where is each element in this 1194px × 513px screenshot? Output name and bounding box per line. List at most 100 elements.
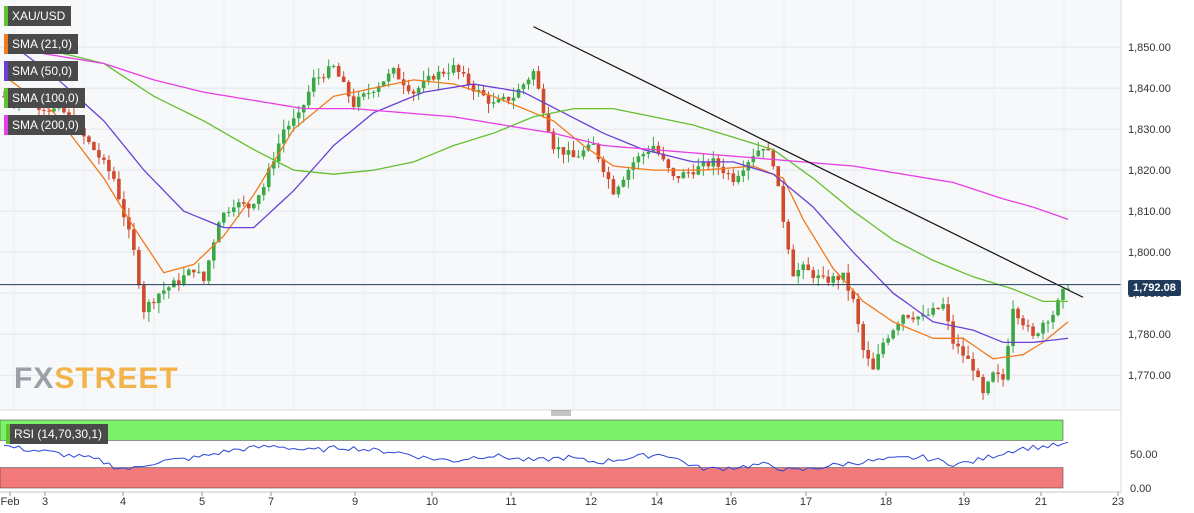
trendline[interactable]	[533, 26, 1084, 298]
price-tick-label: 1,810.00	[1128, 206, 1171, 218]
candle-body	[861, 324, 865, 351]
time-tick-label: 16	[725, 496, 737, 508]
candle-body	[646, 151, 651, 155]
candle-body	[546, 113, 551, 132]
candle-body	[626, 169, 631, 180]
candle-body	[221, 212, 226, 223]
candle-body	[561, 147, 566, 155]
candle-body	[1066, 288, 1070, 290]
candle-body	[1061, 288, 1065, 301]
candle-body	[671, 168, 676, 177]
panel-resize-handle[interactable]	[551, 410, 571, 416]
candle-body	[266, 168, 271, 188]
rsi-tick-label: 50.00	[1130, 449, 1158, 461]
current-price-tag: 1,792.08	[1128, 280, 1181, 296]
candle-body	[831, 276, 836, 283]
candle-body	[871, 358, 875, 370]
rsi-label[interactable]: RSI (14,70,30,1)	[6, 424, 109, 444]
candle-body	[391, 68, 396, 74]
candle-body	[117, 178, 121, 200]
candle-body	[931, 307, 935, 315]
candle-body	[147, 301, 151, 313]
price-tick-label: 1,820.00	[1128, 165, 1171, 177]
moving-averages	[3, 38, 1069, 360]
candle-body	[426, 75, 431, 81]
sma-200-swatch	[4, 115, 8, 135]
candle-body	[97, 150, 101, 158]
candle-body	[516, 89, 521, 98]
candle-body	[47, 110, 51, 112]
candle-body	[846, 272, 851, 291]
candle-body	[891, 330, 895, 339]
candle-body	[821, 275, 826, 277]
candle-body	[1041, 322, 1045, 334]
candle-body	[271, 161, 276, 169]
sma-line-200	[3, 46, 1069, 221]
time-axis: Feb 3 4 5 7 9 10 11 12 14 16 17 18 19 21 23	[1, 492, 1124, 508]
candle-body	[431, 75, 436, 80]
candle-body	[636, 156, 641, 163]
candle-body	[281, 129, 286, 144]
legend-sma-200[interactable]: SMA (200,0)	[4, 115, 85, 135]
candle-body	[436, 71, 441, 80]
candle-body	[851, 290, 856, 300]
sma-21-label: SMA (21,0)	[12, 37, 73, 51]
candle-body	[1021, 318, 1025, 326]
candle-body	[202, 271, 206, 281]
time-tick-label: 7	[268, 496, 274, 508]
candle-body	[87, 136, 91, 143]
rsi-oversold-zone	[0, 467, 1064, 489]
candle-body	[741, 170, 746, 176]
candle-body	[806, 264, 811, 271]
candle-body	[162, 290, 166, 294]
candle-body	[1011, 308, 1015, 347]
candle-body	[486, 95, 491, 104]
candle-body	[786, 221, 791, 250]
time-tick-label: 14	[651, 496, 663, 508]
candle-body	[291, 118, 296, 126]
candle-body	[1006, 346, 1010, 380]
candle-body	[321, 77, 326, 79]
candle-body	[1016, 308, 1020, 319]
candle-body	[606, 172, 611, 180]
candle-body	[461, 71, 466, 74]
candle-body	[921, 314, 925, 317]
candle-body	[756, 150, 761, 157]
candle-body	[92, 142, 96, 151]
sma-200-label: SMA (200,0)	[12, 118, 79, 132]
legend-sma-100[interactable]: SMA (100,0)	[4, 88, 85, 108]
symbol-label[interactable]: XAU/USD	[4, 6, 72, 26]
candle-body	[102, 157, 106, 160]
candle-body	[1026, 325, 1030, 327]
price-tick-label: 1,800.00	[1128, 247, 1171, 259]
candle-body	[1001, 374, 1005, 380]
candle-body	[421, 80, 426, 89]
candle-body	[601, 159, 606, 173]
legend-sma-21[interactable]: SMA (21,0)	[4, 34, 79, 54]
candle-body	[236, 202, 241, 208]
candle-body	[326, 66, 331, 78]
candle-body	[916, 316, 920, 320]
candle-body	[466, 73, 471, 85]
rsi-line	[3, 441, 1069, 472]
sma-100-label: SMA (100,0)	[12, 91, 79, 105]
candle-body	[701, 161, 706, 167]
candle-body	[571, 150, 576, 158]
legend-sma-50[interactable]: SMA (50,0)	[4, 61, 79, 81]
candle-body	[576, 156, 581, 158]
candle-body	[951, 321, 955, 344]
candle-body	[761, 148, 766, 151]
candle-body	[197, 271, 201, 273]
candle-body	[641, 154, 646, 157]
logo-part-fx: FX	[14, 362, 55, 395]
candle-body	[996, 372, 1000, 375]
time-tick-label: 18	[880, 496, 892, 508]
candle-body	[192, 269, 196, 273]
candle-body	[926, 314, 930, 316]
candle-body	[241, 202, 246, 204]
candle-body	[152, 301, 156, 304]
candle-body	[876, 354, 880, 370]
candle-body	[531, 71, 536, 80]
candle-body	[836, 276, 841, 281]
